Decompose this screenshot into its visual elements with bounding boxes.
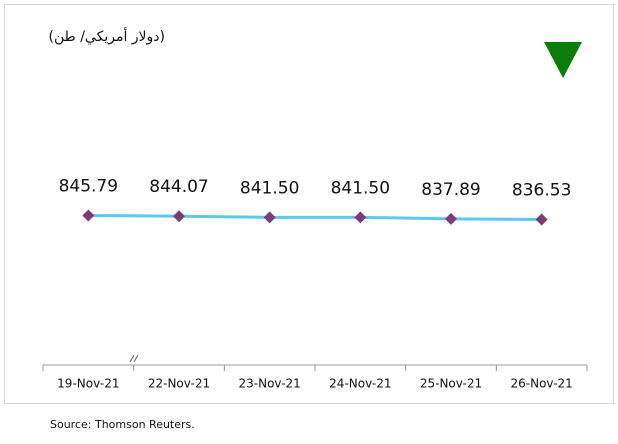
x-tick-label: 24-Nov-21 — [329, 377, 391, 391]
data-point — [82, 209, 95, 222]
x-tick-label: 26-Nov-21 — [511, 377, 573, 391]
frame — [4, 4, 614, 404]
data-point — [445, 212, 457, 225]
value-label: 845.79 — [59, 176, 118, 196]
chart-title: (دولار أمريكي/ طن) — [48, 27, 165, 45]
data-line — [88, 213, 542, 221]
x-tick-label: 25-Nov-21 — [420, 377, 482, 391]
source: Source: Thomson Reuters. — [50, 418, 195, 431]
axis-break — [129, 354, 139, 363]
value-label: 841.50 — [240, 178, 299, 198]
value-label: 841.50 — [331, 178, 390, 198]
trend-icon — [544, 42, 582, 78]
data-point — [263, 211, 276, 224]
value-label: 837.89 — [421, 180, 480, 200]
x-tick-label: 22-Nov-21 — [148, 377, 210, 391]
data-point — [173, 210, 185, 223]
x-tick-label: 19-Nov-21 — [57, 377, 119, 391]
value-label: 844.07 — [149, 177, 208, 197]
data-point — [354, 211, 367, 224]
data-point — [535, 213, 548, 226]
x-tick-label: 23-Nov-21 — [239, 377, 301, 391]
value-label: 836.53 — [512, 180, 571, 200]
